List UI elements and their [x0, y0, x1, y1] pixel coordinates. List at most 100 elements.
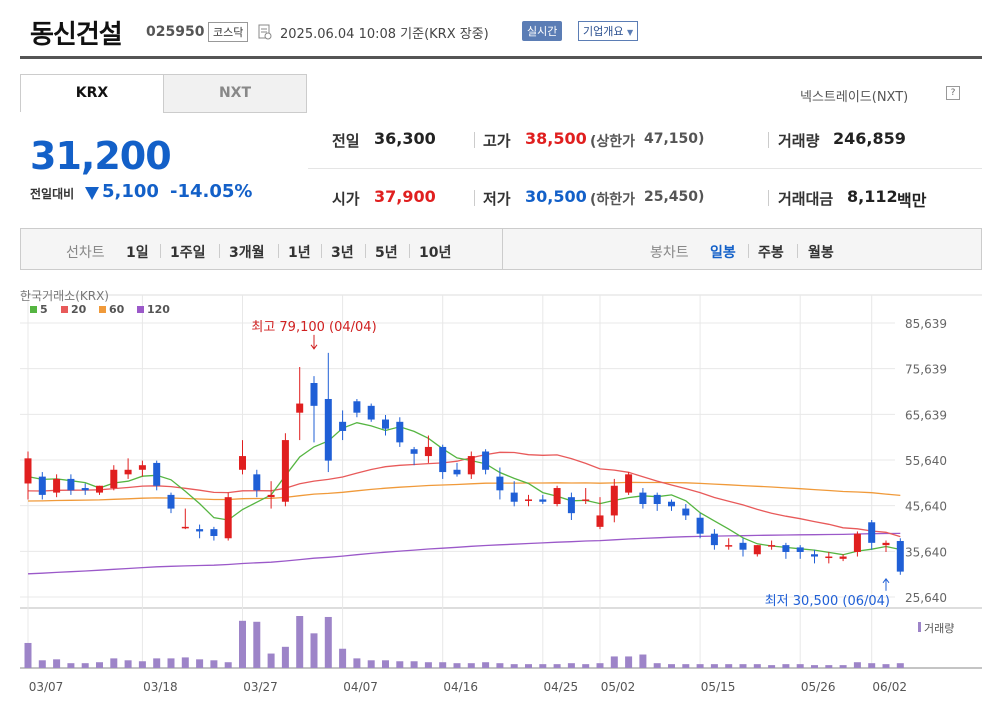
- realtime-button[interactable]: 실시간: [522, 21, 563, 41]
- ma-5-line: [27, 422, 901, 556]
- x-tick-label: 05/15: [701, 680, 736, 694]
- candle-body: [224, 497, 232, 539]
- candle-body: [525, 499, 532, 501]
- upper-limit-label: (상한가: [590, 134, 636, 150]
- x-tick-label: 05/26: [801, 680, 836, 694]
- candle-weekly[interactable]: 주봉: [758, 245, 784, 261]
- volume-bar: [281, 646, 289, 668]
- candle-body: [596, 515, 604, 527]
- candle-body: [253, 474, 261, 491]
- current-price: 31,200: [30, 134, 172, 178]
- candle-body: [582, 499, 590, 501]
- candle-monthly[interactable]: 월봉: [808, 245, 834, 261]
- candle-body: [110, 469, 118, 489]
- volume-bar: [868, 663, 876, 668]
- candle-body: [625, 474, 633, 493]
- candle-body: [138, 465, 146, 470]
- volume-bar: [339, 648, 347, 668]
- period-5y[interactable]: 5년: [375, 245, 398, 261]
- volume-bar: [110, 658, 118, 668]
- candle-body: [239, 456, 246, 470]
- volume-bar: [796, 664, 804, 668]
- candle-body: [210, 529, 218, 536]
- market-badge: 코스닥: [208, 22, 249, 42]
- company-overview-dropdown[interactable]: 기업개요 ▼: [578, 21, 639, 41]
- min-arrow-head: [882, 577, 890, 584]
- period-separator: [748, 244, 749, 258]
- trade-amount-value: 8,112: [847, 187, 898, 206]
- candle-body: [24, 458, 32, 484]
- candle-body: [539, 499, 547, 502]
- candle-body: [67, 478, 75, 491]
- volume-label: 거래량: [778, 132, 820, 150]
- period-1w[interactable]: 1주일: [170, 245, 206, 261]
- volume-bar: [896, 663, 904, 668]
- help-icon[interactable]: ?: [946, 86, 960, 100]
- candle-body: [882, 542, 890, 546]
- legend-swatch: [99, 306, 106, 313]
- period-1d[interactable]: 1일: [126, 245, 149, 261]
- period-1y[interactable]: 1년: [288, 245, 311, 261]
- price-chart[interactable]: 85,639 75,639 65,639 55,640 45,640 35,640 25,6…: [0, 280, 982, 711]
- volume-bar: [138, 661, 146, 668]
- volume-bar: [882, 664, 890, 668]
- volume-bar: [38, 660, 46, 668]
- x-tick-label: 05/02: [601, 680, 636, 694]
- candle-body: [196, 529, 204, 532]
- candle-body: [153, 462, 161, 486]
- candle-body: [696, 517, 704, 534]
- candle-body: [896, 541, 904, 572]
- volume-bar: [839, 665, 847, 668]
- candle-body: [81, 488, 89, 491]
- candle-body: [353, 401, 361, 413]
- min-annotation: 최저 30,500 (06/04): [765, 594, 890, 609]
- candle-body: [567, 497, 575, 514]
- candle-body: [167, 494, 175, 509]
- volume-label: 거래량: [924, 622, 954, 635]
- period-3m[interactable]: 3개월: [229, 245, 265, 261]
- period-3y[interactable]: 3년: [331, 245, 354, 261]
- volume-bar: [753, 664, 761, 668]
- stats-divider: [308, 168, 982, 169]
- period-separator: [321, 244, 322, 258]
- prev-close-label: 전일: [332, 132, 360, 150]
- volume-bar: [682, 664, 690, 668]
- volume-bar: [410, 661, 418, 668]
- candle-body: [324, 398, 332, 461]
- x-tick-label: 03/18: [143, 680, 178, 694]
- tab-krx[interactable]: KRX: [20, 74, 164, 112]
- period-10y[interactable]: 10년: [419, 245, 452, 261]
- nextrade-link[interactable]: 넥스트레이드(NXT): [800, 90, 909, 105]
- candle-body: [510, 492, 518, 502]
- volume-bar: [424, 662, 432, 668]
- y-tick-label: 65,639: [905, 408, 947, 422]
- low-label: 저가: [483, 190, 511, 208]
- candle-body: [796, 547, 804, 552]
- volume-bar: [653, 663, 661, 668]
- max-annotation: 최고 79,100 (04/04): [251, 320, 376, 335]
- open-label: 시가: [332, 190, 360, 208]
- trade-amount-unit: 백만: [897, 191, 927, 210]
- high-value: 38,500: [525, 129, 587, 148]
- volume-bar: [196, 659, 204, 668]
- candle-body: [181, 526, 189, 529]
- volume-bar: [124, 660, 132, 668]
- volume-bar: [96, 662, 103, 668]
- candle-body: [296, 403, 304, 413]
- candle-body: [610, 485, 618, 516]
- line-chart-label: 선차트: [66, 245, 105, 261]
- candle-daily[interactable]: 일봉: [710, 245, 736, 261]
- volume-bar: [382, 660, 389, 668]
- volume-bar: [596, 663, 604, 668]
- document-icon[interactable]: [258, 24, 272, 40]
- volume-bar: [153, 658, 161, 668]
- legend-label: 60: [109, 303, 125, 316]
- lower-limit-label: (하한가: [590, 192, 636, 208]
- candle-body: [396, 421, 404, 443]
- tab-nxt[interactable]: NXT: [163, 74, 307, 113]
- volume-value: 246,859: [833, 129, 906, 148]
- stat-separator: [768, 132, 769, 148]
- legend-label: 120: [147, 303, 170, 316]
- volume-bar: [67, 663, 75, 668]
- open-value: 37,900: [374, 187, 436, 206]
